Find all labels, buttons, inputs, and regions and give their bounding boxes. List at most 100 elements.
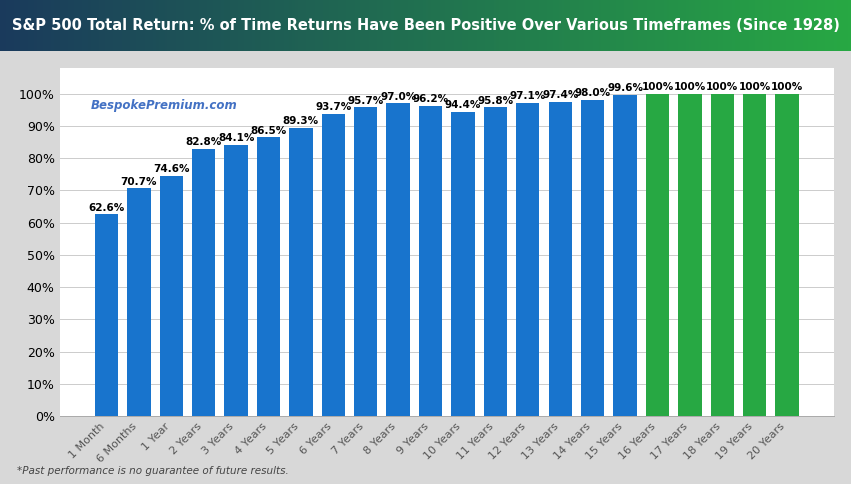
Bar xyxy=(275,0,278,51)
Bar xyxy=(306,0,309,51)
Bar xyxy=(562,0,564,51)
Text: 97.1%: 97.1% xyxy=(510,91,546,101)
Bar xyxy=(111,0,113,51)
Bar xyxy=(513,0,517,51)
Bar xyxy=(711,93,734,416)
Bar xyxy=(570,0,573,51)
Bar xyxy=(219,0,221,51)
Text: 62.6%: 62.6% xyxy=(89,203,124,212)
Bar xyxy=(768,0,772,51)
Bar xyxy=(419,106,443,416)
Bar xyxy=(774,0,777,51)
Bar xyxy=(545,0,547,51)
Bar xyxy=(468,0,471,51)
Bar xyxy=(156,0,159,51)
Bar xyxy=(215,0,219,51)
Bar xyxy=(225,145,248,416)
Bar xyxy=(751,0,755,51)
Bar xyxy=(408,0,411,51)
Bar xyxy=(755,0,757,51)
Bar xyxy=(460,0,462,51)
Bar xyxy=(549,102,572,416)
Bar xyxy=(304,0,306,51)
Bar xyxy=(709,0,712,51)
Bar xyxy=(615,0,619,51)
Bar xyxy=(322,114,345,416)
Bar xyxy=(579,0,581,51)
Bar xyxy=(23,0,26,51)
Bar xyxy=(757,0,760,51)
Bar xyxy=(83,0,85,51)
Bar xyxy=(734,0,738,51)
Bar xyxy=(785,0,789,51)
Bar xyxy=(564,0,568,51)
Bar xyxy=(630,0,632,51)
Bar xyxy=(780,0,783,51)
Bar xyxy=(840,0,842,51)
Bar xyxy=(391,0,394,51)
Bar xyxy=(553,0,556,51)
Bar xyxy=(689,0,692,51)
Bar xyxy=(845,0,848,51)
Bar xyxy=(681,0,683,51)
Bar xyxy=(287,0,289,51)
Bar xyxy=(837,0,840,51)
Bar xyxy=(536,0,539,51)
Bar xyxy=(426,0,428,51)
Bar xyxy=(614,95,637,416)
Bar xyxy=(136,0,139,51)
Bar xyxy=(485,0,488,51)
Bar xyxy=(721,0,723,51)
Text: 100%: 100% xyxy=(674,82,706,92)
Bar xyxy=(581,0,585,51)
Bar xyxy=(417,0,420,51)
Bar xyxy=(414,0,417,51)
Bar xyxy=(394,0,397,51)
Bar xyxy=(45,0,49,51)
Bar xyxy=(627,0,630,51)
Bar xyxy=(602,0,604,51)
Bar xyxy=(500,0,502,51)
Bar xyxy=(377,0,380,51)
Bar xyxy=(51,0,54,51)
Bar xyxy=(380,0,383,51)
Bar xyxy=(692,0,695,51)
Bar xyxy=(210,0,213,51)
Bar xyxy=(85,0,88,51)
Bar xyxy=(636,0,638,51)
Bar xyxy=(678,0,681,51)
Bar xyxy=(525,0,528,51)
Bar xyxy=(3,0,6,51)
Bar xyxy=(315,0,317,51)
Bar xyxy=(323,0,326,51)
Bar xyxy=(34,0,37,51)
Bar xyxy=(281,0,283,51)
Bar xyxy=(743,0,746,51)
Bar xyxy=(766,0,768,51)
Text: 99.6%: 99.6% xyxy=(607,83,643,93)
Bar xyxy=(729,0,732,51)
Bar xyxy=(147,0,151,51)
Bar xyxy=(79,0,83,51)
Bar xyxy=(134,0,136,51)
Bar xyxy=(153,0,156,51)
Bar xyxy=(26,0,28,51)
Bar xyxy=(683,0,687,51)
Bar xyxy=(9,0,11,51)
Bar xyxy=(142,0,145,51)
Bar xyxy=(556,0,559,51)
Bar xyxy=(831,0,834,51)
Bar xyxy=(164,0,168,51)
Bar xyxy=(519,0,522,51)
Bar xyxy=(502,0,505,51)
Bar xyxy=(6,0,9,51)
Bar xyxy=(151,0,153,51)
Bar xyxy=(236,0,238,51)
Bar xyxy=(272,0,275,51)
Bar xyxy=(349,0,351,51)
Bar xyxy=(94,0,96,51)
Bar xyxy=(457,0,460,51)
Bar xyxy=(159,0,162,51)
Bar xyxy=(814,0,817,51)
Bar xyxy=(842,0,845,51)
